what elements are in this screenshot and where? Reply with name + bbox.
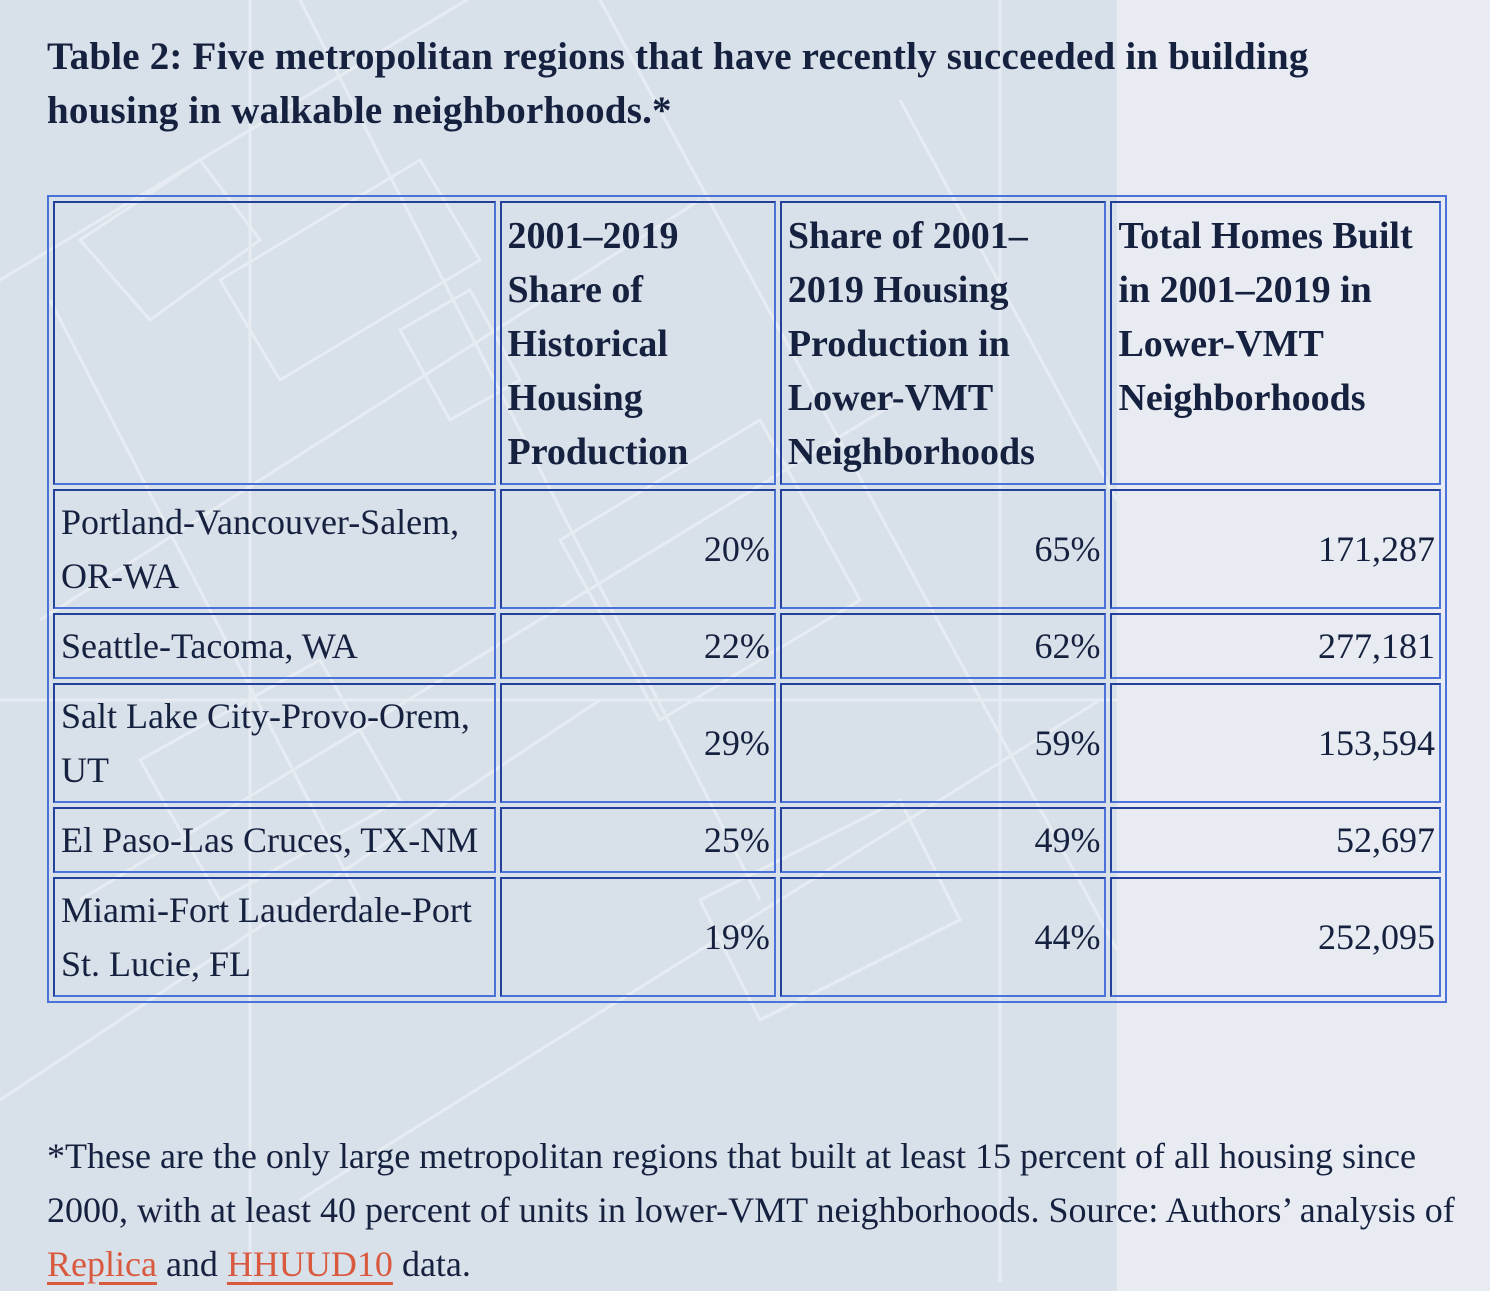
lower-vmt-share-cell: 49% [779,807,1107,873]
hhuud10-link[interactable]: HHUUD10 [226,1244,393,1284]
historical-share-cell: 29% [499,683,776,803]
historical-share-cell: 19% [499,877,776,997]
footnote-text-middle: and [156,1244,227,1284]
table-row: El Paso-Las Cruces, TX-NM 25% 49% 52,697 [53,807,1441,873]
historical-share-cell: 20% [499,489,776,609]
data-table: 2001–2019 Share of Historical Housing Pr… [47,195,1447,1003]
region-cell: Seattle-Tacoma, WA [53,613,496,679]
historical-share-cell: 22% [499,613,776,679]
lower-vmt-share-cell: 62% [779,613,1107,679]
table-row: Portland-Vancouver-Salem, OR-WA 20% 65% … [53,489,1441,609]
total-homes-cell: 252,095 [1110,877,1441,997]
lower-vmt-share-cell: 44% [779,877,1107,997]
historical-share-cell: 25% [499,807,776,873]
total-homes-cell: 153,594 [1110,683,1441,803]
footnote-text: *These are the only large metropolitan r… [47,1136,1455,1230]
total-homes-cell: 277,181 [1110,613,1441,679]
table-title: Table 2: Five metropolitan regions that … [47,35,1309,132]
lower-vmt-share-cell: 59% [779,683,1107,803]
region-cell: Miami-Fort Lauderdale-Port St. Lucie, FL [53,877,496,997]
header-total-homes: Total Homes Built in 2001–2019 in Lower-… [1110,201,1441,485]
header-lower-vmt-share: Share of 2001–2019 Housing Production in… [779,201,1107,485]
header-region [53,201,496,485]
total-homes-cell: 171,287 [1110,489,1441,609]
table-row: Salt Lake City-Provo-Orem, UT 29% 59% 15… [53,683,1441,803]
region-cell: Salt Lake City-Provo-Orem, UT [53,683,496,803]
table-row: Miami-Fort Lauderdale-Port St. Lucie, FL… [53,877,1441,997]
footnote-text-end: data. [392,1244,471,1284]
table-row: Seattle-Tacoma, WA 22% 62% 277,181 [53,613,1441,679]
replica-link[interactable]: Replica [47,1244,157,1284]
table-header-row: 2001–2019 Share of Historical Housing Pr… [53,201,1441,485]
lower-vmt-share-cell: 65% [779,489,1107,609]
header-historical-share: 2001–2019 Share of Historical Housing Pr… [499,201,776,485]
total-homes-cell: 52,697 [1110,807,1441,873]
footnote: *These are the only large metropolitan r… [47,1129,1457,1291]
region-cell: Portland-Vancouver-Salem, OR-WA [53,489,496,609]
region-cell: El Paso-Las Cruces, TX-NM [53,807,496,873]
